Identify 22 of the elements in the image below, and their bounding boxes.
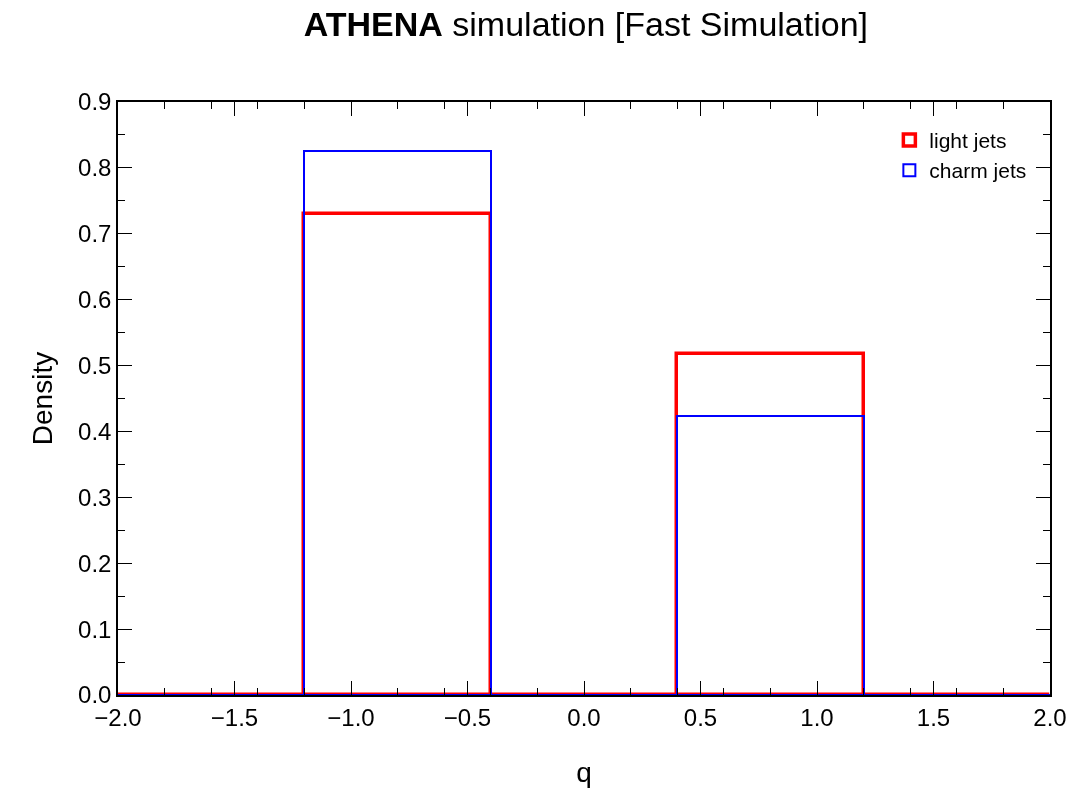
x-tick-label: −1.5	[210, 703, 259, 731]
x-tick-label: 0.0	[567, 703, 601, 731]
chart-title: ATHENA simulation [Fast Simulation]	[303, 4, 869, 43]
y-tick-label: 0.2	[78, 549, 112, 577]
y-tick-label: 0.4	[78, 417, 112, 445]
x-tick-label: −1.0	[327, 703, 375, 731]
x-axis-title: q	[576, 757, 592, 788]
x-tick-label: 2.0	[1033, 703, 1067, 731]
y-tick-label: 0.7	[78, 220, 112, 248]
y-tick-label: 0.3	[78, 483, 112, 511]
legend-label: charm jets	[929, 159, 1027, 183]
x-tick-label: 0.5	[683, 703, 718, 731]
y-tick-label: 0.6	[78, 286, 112, 314]
y-tick-label: 0.1	[78, 615, 112, 643]
y-tick-label: 0.8	[78, 154, 112, 182]
legend-label: light jets	[929, 129, 1007, 153]
y-axis-title: Density	[26, 351, 58, 446]
y-tick-label: 0.5	[78, 351, 112, 379]
y-tick-label: 0.9	[78, 88, 112, 116]
x-tick-label: −0.5	[443, 703, 492, 731]
x-tick-label: 1.0	[800, 703, 834, 731]
x-tick-label: 1.5	[916, 703, 951, 731]
